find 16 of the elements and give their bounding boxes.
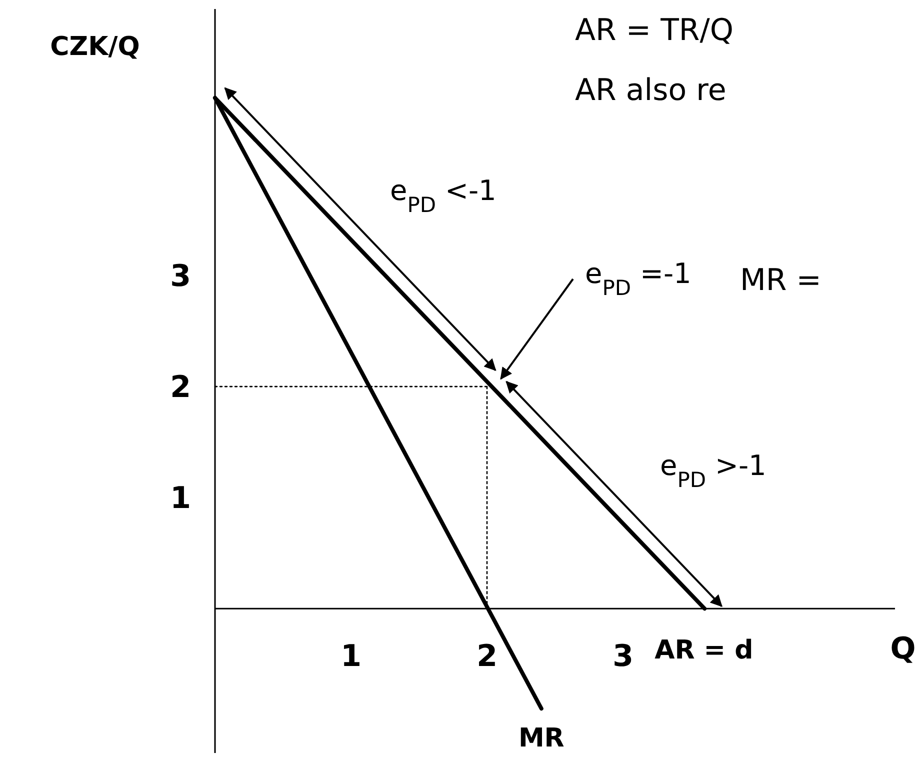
annotation: e$_{PD}$ <-1 [390,174,496,217]
y-tick-label: 3 [170,259,191,294]
x-tick-label: 3 [612,638,634,674]
series-label: AR = d [654,636,754,666]
x-tick-label: 1 [340,638,362,674]
annotation: AR = TR/Q [575,13,734,48]
annotation: e$_{PD}$ >-1 [660,449,766,492]
y-tick-label: 2 [170,370,191,406]
x-tick-label: 2 [476,638,498,674]
x-axis-title: Q [890,632,916,667]
annotation: AR also re [575,73,726,108]
annotation: e$_{PD}$ =-1 [585,257,692,300]
annotation: MR = [740,263,822,298]
y-tick-label: 1 [170,481,191,516]
series-label: MR [518,724,564,754]
y-axis-title: CZK/Q [50,32,140,62]
